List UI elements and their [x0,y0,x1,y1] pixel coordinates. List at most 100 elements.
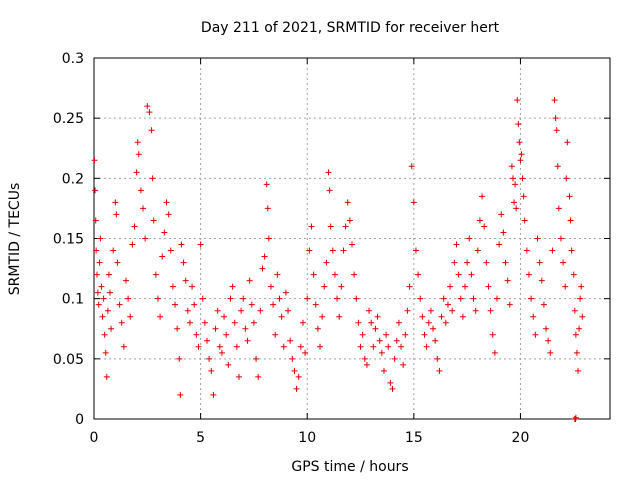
data-point [329,247,336,254]
data-point [342,223,349,230]
data-point [134,139,141,146]
data-point [447,283,454,290]
data-point [176,355,183,362]
data-point [404,307,411,314]
data-point [195,343,202,350]
data-point [289,355,296,362]
data-point [218,349,225,356]
data-point [265,235,272,242]
data-points [91,97,586,422]
data-point [532,331,539,338]
data-point [259,265,266,272]
data-point [555,205,562,212]
data-point [517,157,524,164]
data-point [453,241,460,248]
data-point [410,199,417,206]
data-point [157,313,164,320]
data-point [462,283,469,290]
data-point [102,349,109,356]
data-point [98,283,105,290]
data-point [334,295,341,302]
data-point [159,253,166,260]
data-point [511,199,518,206]
data-point [127,313,134,320]
x-tick-label: 10 [298,430,316,446]
data-point [385,343,392,350]
data-point [525,271,532,278]
data-point [355,319,362,326]
data-point [383,331,390,338]
data-point [543,325,550,332]
data-point [349,241,355,248]
data-point [560,259,567,266]
data-point [513,205,520,212]
data-point [177,391,184,398]
data-point [189,283,196,290]
data-point [114,259,121,266]
data-point [93,247,100,254]
data-point [576,325,583,332]
data-point [408,163,415,170]
data-point [272,331,279,338]
data-point [95,301,102,308]
y-tick-label: 0.15 [53,232,84,248]
data-point [100,295,107,302]
y-axis-label: SRMTID / TECUs [7,183,23,296]
data-point [508,163,515,170]
data-point [149,175,156,182]
data-point [242,325,249,332]
data-point [248,301,255,308]
data-point [344,199,351,206]
data-point [562,283,569,290]
data-point [340,247,347,254]
data-point [553,127,560,134]
data-point [323,259,330,266]
data-point [423,343,430,350]
data-point [255,373,262,380]
data-point [172,301,179,308]
data-point [206,355,213,362]
data-point [299,319,306,326]
data-point [165,211,172,218]
data-point [518,151,525,158]
data-point [468,271,475,278]
data-point [514,97,521,104]
data-point [536,259,543,266]
data-point [395,319,402,326]
data-point [398,343,405,350]
data-point [229,283,236,290]
data-point [577,295,584,302]
data-point [506,301,513,308]
data-point [528,295,535,302]
data-point [516,139,523,146]
data-point [270,301,277,308]
data-point [361,355,368,362]
data-point [425,319,432,326]
data-point [312,301,319,308]
data-point [227,295,234,302]
y-tick-label: 0.25 [53,111,84,127]
data-point [308,223,315,230]
data-point [140,205,147,212]
data-point [223,331,230,338]
data-point [103,373,110,380]
data-point [161,229,168,236]
data-point [538,277,545,284]
data-point [351,271,358,278]
data-point [91,157,98,164]
y-tick-label: 0.2 [62,171,84,187]
data-point [178,241,185,248]
data-point [523,247,530,254]
data-point [319,313,326,320]
data-point [489,331,496,338]
data-point [214,307,221,314]
data-point [235,373,242,380]
data-point [199,295,206,302]
data-point [267,283,274,290]
data-point [317,343,324,350]
data-point [184,307,191,314]
data-point [112,199,119,206]
data-point [310,271,317,278]
data-point [572,416,579,422]
